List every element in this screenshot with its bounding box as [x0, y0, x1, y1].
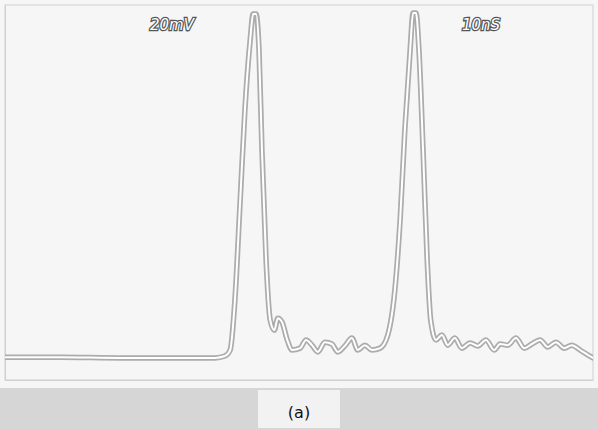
- annotation: 10nS: [462, 16, 501, 34]
- annotation: 20mV: [150, 16, 196, 34]
- axis-line: [5, 6, 6, 381]
- background: [0, 0, 598, 430]
- axis-line: [6, 380, 594, 381]
- plot-frame: [5, 5, 593, 380]
- caption: (a): [288, 403, 310, 422]
- trace-glow: [5, 13, 593, 358]
- x-axis: [6, 380, 594, 381]
- caption-strip: [0, 388, 598, 430]
- trace-group: [5, 13, 593, 358]
- y-axis: [5, 6, 6, 381]
- chart: 20mV 10nS (a): [0, 0, 598, 430]
- caption-box: [258, 390, 340, 428]
- trace: [5, 13, 593, 358]
